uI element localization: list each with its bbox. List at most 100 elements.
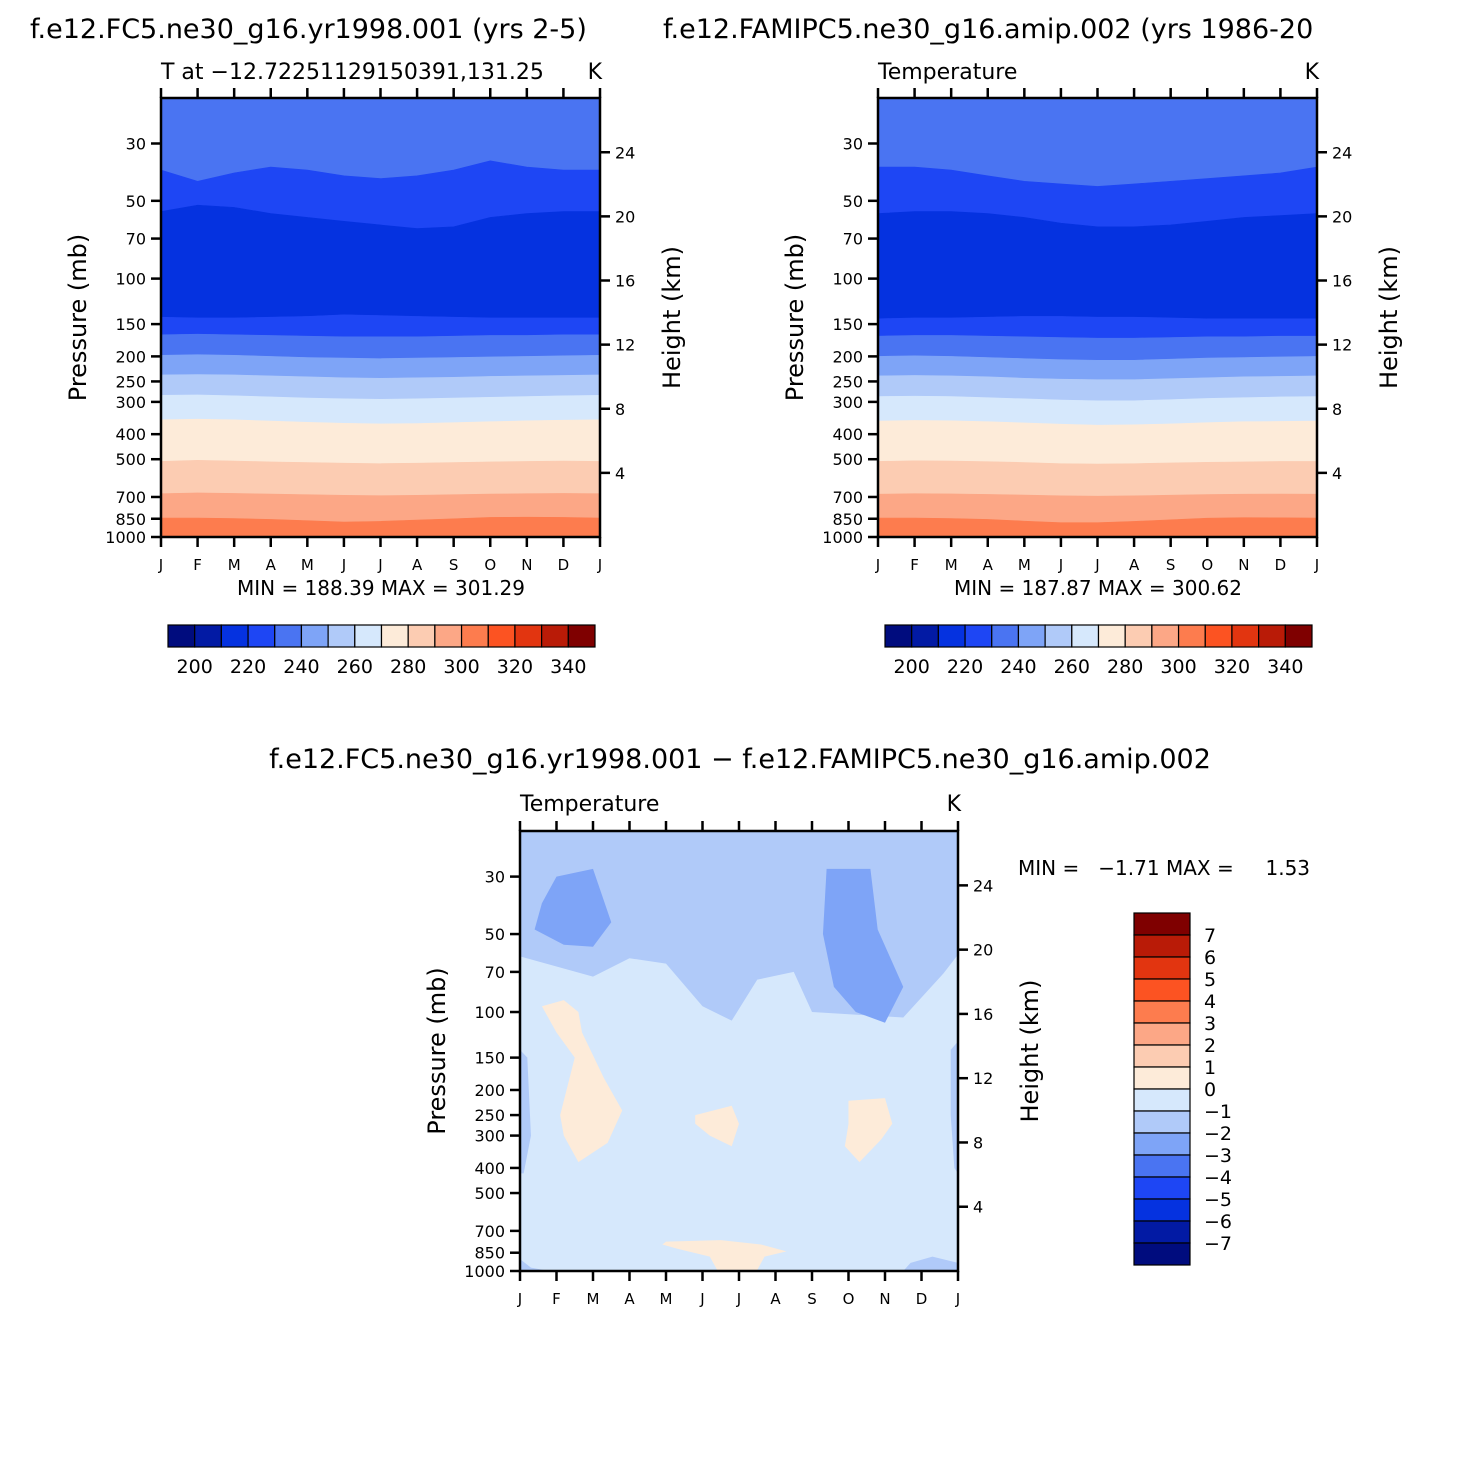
- contour-band-8: [161, 418, 600, 464]
- colorbar-swatch: [1231, 624, 1260, 648]
- height-tick-label: 24: [1332, 143, 1352, 162]
- y-tick-label: 250: [832, 372, 863, 391]
- contour-region-8: [695, 1105, 739, 1147]
- y-tick-label: 70: [843, 230, 863, 249]
- contour-band-3: [161, 314, 600, 338]
- y-tick-label: 200: [115, 347, 146, 366]
- y-tick-label: 400: [474, 1159, 505, 1178]
- contour-region-6: [520, 1259, 550, 1271]
- colorbar-swatch: [514, 624, 543, 648]
- colorbar-label: 260: [1054, 656, 1090, 678]
- colorbar-swatch: [541, 624, 569, 648]
- colorbar-label: 320: [1214, 656, 1250, 678]
- y-tick-label: 850: [832, 510, 863, 529]
- colorbar-label: 300: [443, 656, 479, 678]
- y-tick-label: 50: [126, 192, 146, 211]
- colorbar-swatch: [1133, 956, 1191, 980]
- panel-difference: f.e12.FC5.ne30_g16.yr1998.001 − f.e12.FA…: [269, 744, 1310, 1308]
- height-tick-label: 16: [615, 272, 635, 291]
- panel-title: f.e12.FC5.ne30_g16.yr1998.001 − f.e12.FA…: [269, 744, 1211, 775]
- y-tick-label: 1000: [822, 528, 863, 547]
- colorbar-swatch: [1133, 1066, 1191, 1090]
- colorbar-swatch: [247, 624, 276, 648]
- colorbar-label: 200: [894, 656, 930, 678]
- y-tick-label: 200: [832, 347, 863, 366]
- y-tick-label: 150: [474, 1049, 505, 1068]
- y-tick-label: 250: [115, 372, 146, 391]
- contour-region-7: [541, 1000, 623, 1163]
- colorbar-swatch: [1133, 1088, 1191, 1112]
- colorbar-label: 260: [337, 656, 373, 678]
- colorbar-label: −4: [1204, 1167, 1232, 1189]
- colorbar-swatch: [1097, 624, 1126, 648]
- colorbar-swatch: [354, 624, 383, 648]
- y-axis-label: Pressure (mb): [423, 967, 451, 1134]
- y-axis-label: Pressure (mb): [781, 234, 809, 401]
- x-tick-label: S: [1166, 556, 1176, 574]
- x-tick-label: A: [624, 1290, 635, 1308]
- x-tick-label: J: [736, 1290, 741, 1308]
- y-tick-label: 500: [832, 450, 863, 469]
- y-tick-label: 850: [474, 1244, 505, 1263]
- colorbar-swatch: [1133, 1044, 1191, 1068]
- y-tick-label: 300: [832, 393, 863, 412]
- x-tick-label: J: [1058, 556, 1063, 574]
- y-tick-label: 300: [474, 1127, 505, 1146]
- colorbar-swatch: [1133, 1022, 1191, 1046]
- colorbar-label: 1: [1204, 1057, 1216, 1079]
- colorbar-label: 340: [1267, 656, 1303, 678]
- height-tick-label: 12: [973, 1069, 993, 1088]
- y-tick-label: 700: [832, 488, 863, 507]
- colorbar-swatch: [167, 624, 196, 648]
- x-tick-label: J: [377, 556, 382, 574]
- colorbar-swatch: [1017, 624, 1046, 648]
- colorbar-label: 240: [1000, 656, 1036, 678]
- y-tick-label: 300: [115, 393, 146, 412]
- x-tick-label: M: [301, 556, 314, 574]
- contour-plot: J F M A M J J A S O N D J 30 50 70 100 150 200 250 300 400 500…: [423, 821, 1044, 1308]
- height-tick-label: 8: [615, 400, 625, 419]
- x-tick-label: D: [916, 1290, 928, 1308]
- y-tick-label: 150: [832, 315, 863, 334]
- height-tick-label: 8: [973, 1133, 983, 1152]
- contour-band-9: [878, 460, 1317, 497]
- colorbar-swatch: [434, 624, 463, 648]
- colorbar-swatch: [991, 624, 1020, 648]
- contour-region-4: [950, 1041, 958, 1174]
- contour-region-9: [844, 1098, 893, 1163]
- colorbar-label: −5: [1204, 1189, 1232, 1211]
- y-tick-label: 500: [115, 450, 146, 469]
- colorbar-label: 2: [1204, 1035, 1216, 1057]
- y-tick-label: 100: [474, 1003, 505, 1022]
- colorbar-swatch: [1151, 624, 1180, 648]
- colorbar-label: 320: [497, 656, 533, 678]
- colorbar-label: 340: [550, 656, 586, 678]
- y-tick-label: 850: [115, 510, 146, 529]
- height-tick-label: 24: [973, 876, 993, 895]
- panel-subtitle-right: K: [1305, 60, 1320, 85]
- contour-plot: J F M A M J J A S O N D J 30 50 70 100 150 200 250 300 400 500…: [781, 88, 1403, 574]
- contour-band-2: [878, 211, 1317, 320]
- x-tick-label: J: [1314, 556, 1319, 574]
- colorbar-swatch: [1284, 624, 1313, 648]
- colorbar-swatch: [220, 624, 249, 648]
- x-tick-label: M: [660, 1290, 673, 1308]
- x-tick-label: J: [597, 556, 602, 574]
- x-tick-label: A: [1129, 556, 1140, 574]
- colorbar-label: 220: [230, 656, 266, 678]
- colorbar-swatch: [937, 624, 966, 648]
- y-tick-label: 400: [832, 425, 863, 444]
- colorbar-swatch: [1133, 1220, 1191, 1244]
- contour-region-10: [662, 1240, 787, 1270]
- x-tick-label: M: [1018, 556, 1031, 574]
- colorbar-swatch: [1133, 1110, 1191, 1134]
- colorbar-label: −6: [1204, 1211, 1232, 1233]
- panel-title: f.e12.FC5.ne30_g16.yr1998.001 (yrs 2-5): [30, 14, 587, 45]
- colorbar-swatch: [1133, 1198, 1191, 1222]
- panel-subtitle-left: Temperature: [877, 60, 1017, 85]
- x-tick-label: J: [1094, 556, 1099, 574]
- y-tick-label: 100: [115, 270, 146, 289]
- height-axis-label: Height (km): [1375, 246, 1403, 389]
- contour-band-11: [878, 517, 1317, 537]
- x-tick-label: M: [945, 556, 958, 574]
